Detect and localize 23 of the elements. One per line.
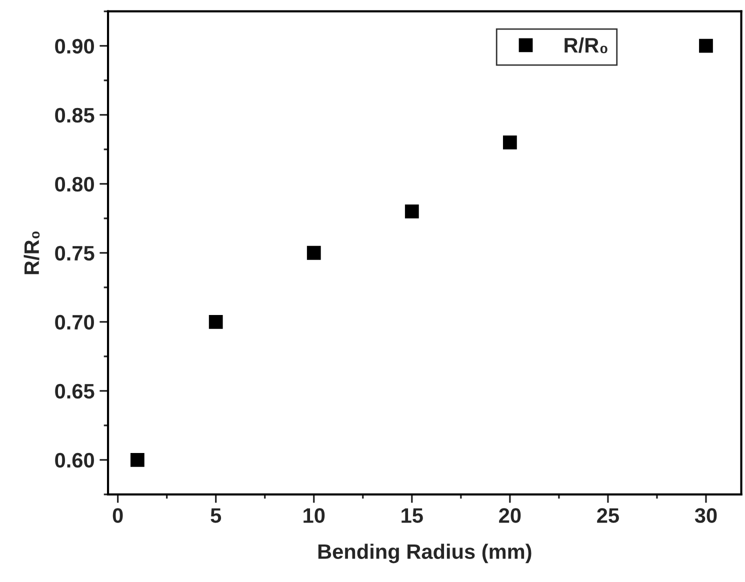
x-tick-label: 15 [402,508,423,523]
point [502,136,517,150]
x-tick-label: 5 [210,508,222,523]
x-tick-label: 10 [304,508,325,523]
point [208,314,223,329]
x-tick-label: 20 [499,508,521,523]
point [130,452,144,467]
x-tick-label: 25 [597,508,619,523]
point [306,246,321,260]
y-tick-label: 0.80 [55,176,94,192]
y-tick-label: 0.65 [55,384,94,399]
y-tick-label: 0.90 [55,38,94,54]
x-axis-title: Bending Radius (mm) [318,544,532,564]
point [699,38,713,53]
y-axis-title: R/R₀ [24,231,40,274]
legend-label: R/R₀ [564,37,608,54]
y-tick-label: 0.75 [55,246,94,261]
x-tick-label: 30 [694,508,717,523]
point [404,204,419,218]
x-tick-label: 0 [112,508,123,523]
y-tick-label: 0.70 [55,314,94,330]
y-tick-label: 0.60 [55,452,94,468]
y-tick-label: 0.85 [55,108,94,123]
